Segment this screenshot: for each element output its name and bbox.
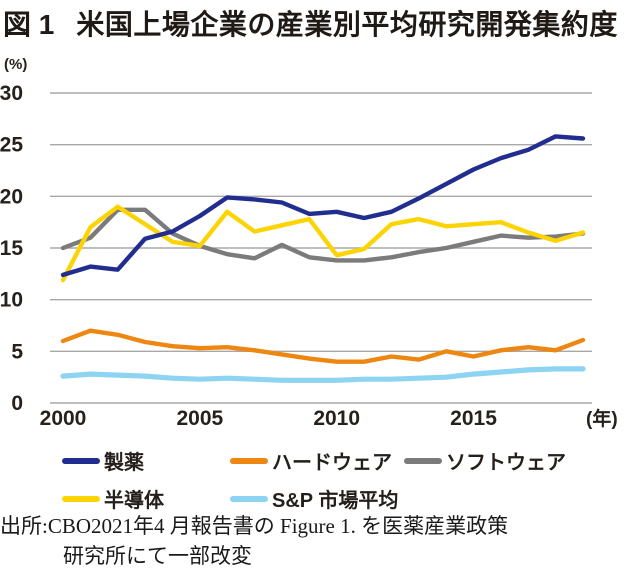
legend-label-software: ソフトウェア — [446, 452, 566, 474]
series-line-pharma — [60, 134, 586, 278]
x-axis-unit-label: (年) — [586, 409, 618, 430]
x-tick-label-2015: 2015 — [450, 407, 497, 430]
y-axis-unit-label: (%) — [4, 56, 28, 73]
legend-item-sp-market-average: S&P 市場平均 — [230, 484, 404, 513]
legend-swatch-software — [404, 457, 442, 464]
source-line-1: 出所:CBO2021年4 月報告書の Figure 1. を医薬産業政策 — [0, 514, 509, 538]
series-line-software — [60, 207, 586, 263]
y-tick-label-15: 15 — [0, 237, 23, 260]
legend-label-sp-market-average: S&P 市場平均 — [272, 490, 399, 512]
y-tick-label-25: 25 — [0, 134, 23, 157]
legend-swatch-sp-market-average — [230, 495, 268, 502]
series-line-sp-market-average — [60, 366, 586, 383]
source-note: 出所:CBO2021年4 月報告書の Figure 1. を医薬産業政策 研究所… — [0, 511, 640, 571]
x-tick-label-2000: 2000 — [40, 407, 87, 430]
y-tick-label-5: 5 — [11, 340, 23, 363]
series-line-hardware — [60, 328, 586, 364]
legend-label-pharma: 製薬 — [104, 452, 144, 474]
y-tick-label-10: 10 — [0, 289, 23, 312]
y-tick-label-20: 20 — [0, 185, 23, 208]
x-tick-label-2005: 2005 — [176, 407, 223, 430]
figure-title: 図 1 米国上場企業の産業別平均研究開発集約度 — [3, 3, 639, 43]
legend-label-semiconductor: 半導体 — [104, 490, 164, 512]
legend-item-software: ソフトウェア — [404, 446, 634, 475]
legend-item-pharma: 製薬 — [62, 446, 230, 475]
legend-item-semiconductor: 半導体 — [62, 484, 230, 513]
y-tick-label-0: 0 — [11, 392, 23, 415]
x-tick-label-2010: 2010 — [313, 407, 360, 430]
legend-item-hardware: ハードウェア — [230, 446, 404, 475]
legend-swatch-pharma — [62, 457, 100, 464]
y-tick-label-30: 30 — [0, 82, 23, 105]
legend-swatch-semiconductor — [62, 495, 100, 502]
legend-swatch-hardware — [230, 457, 268, 464]
legend: 製薬 ハードウェア ソフトウェア半導体 S&P 市場平均 — [62, 446, 634, 513]
figure-title-text: 米国上場企業の産業別平均研究開発集約度 — [76, 9, 618, 40]
figure-number: 図 1 — [3, 9, 55, 40]
legend-label-hardware: ハードウェア — [272, 452, 392, 474]
source-line-2: 研究所にて一部改変 — [63, 544, 252, 568]
chart-svg: 0 5 10 15 20 25 30 2000 2005 2010 2015 — [0, 82, 592, 430]
series-line-semiconductor — [60, 204, 586, 283]
